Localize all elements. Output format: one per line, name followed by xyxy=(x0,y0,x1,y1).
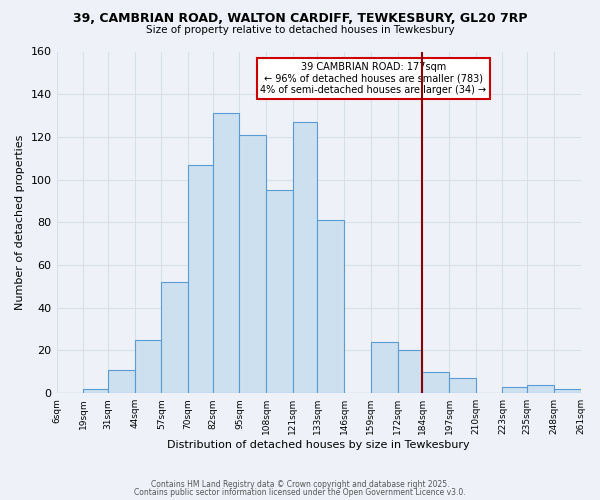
Text: 39 CAMBRIAN ROAD: 177sqm
← 96% of detached houses are smaller (783)
4% of semi-d: 39 CAMBRIAN ROAD: 177sqm ← 96% of detach… xyxy=(260,62,487,95)
Bar xyxy=(398,350,422,393)
Text: Contains public sector information licensed under the Open Government Licence v3: Contains public sector information licen… xyxy=(134,488,466,497)
Bar xyxy=(293,122,317,393)
Bar xyxy=(213,114,239,393)
Bar xyxy=(371,342,398,393)
Text: Size of property relative to detached houses in Tewkesbury: Size of property relative to detached ho… xyxy=(146,25,454,35)
Bar xyxy=(239,135,266,393)
Bar xyxy=(449,378,476,393)
Bar xyxy=(83,389,108,393)
Text: Contains HM Land Registry data © Crown copyright and database right 2025.: Contains HM Land Registry data © Crown c… xyxy=(151,480,449,489)
Bar xyxy=(502,387,527,393)
Bar xyxy=(108,370,134,393)
Bar xyxy=(266,190,293,393)
Bar xyxy=(188,164,213,393)
Bar xyxy=(554,389,581,393)
X-axis label: Distribution of detached houses by size in Tewkesbury: Distribution of detached houses by size … xyxy=(167,440,470,450)
Bar xyxy=(422,372,449,393)
Text: 39, CAMBRIAN ROAD, WALTON CARDIFF, TEWKESBURY, GL20 7RP: 39, CAMBRIAN ROAD, WALTON CARDIFF, TEWKE… xyxy=(73,12,527,26)
Y-axis label: Number of detached properties: Number of detached properties xyxy=(15,134,25,310)
Bar xyxy=(134,340,161,393)
Bar xyxy=(527,384,554,393)
Bar xyxy=(161,282,188,393)
Bar xyxy=(317,220,344,393)
